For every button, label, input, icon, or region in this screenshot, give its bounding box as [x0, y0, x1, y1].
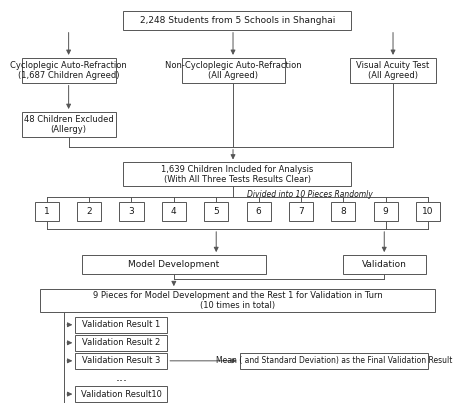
Text: Model Development: Model Development	[128, 260, 219, 269]
Text: 4: 4	[171, 207, 177, 216]
Text: 1,639 Children Included for Analysis
(With All Three Tests Results Clear): 1,639 Children Included for Analysis (Wi…	[161, 165, 314, 184]
Text: Non-Cycloplegic Auto-Refraction
(All Agreed): Non-Cycloplegic Auto-Refraction (All Agr…	[164, 60, 301, 80]
FancyBboxPatch shape	[182, 58, 284, 83]
Text: Validation Result 2: Validation Result 2	[82, 338, 160, 347]
Text: Cycloplegic Auto-Refraction
(1,687 Children Agreed): Cycloplegic Auto-Refraction (1,687 Child…	[10, 60, 127, 80]
Text: Validation: Validation	[362, 260, 407, 269]
Text: 1: 1	[44, 207, 50, 216]
FancyBboxPatch shape	[123, 162, 351, 186]
FancyBboxPatch shape	[35, 202, 59, 221]
FancyBboxPatch shape	[374, 202, 398, 221]
Text: Validation Result 3: Validation Result 3	[82, 356, 160, 365]
FancyBboxPatch shape	[204, 202, 228, 221]
FancyBboxPatch shape	[123, 11, 351, 30]
Text: Mean ( and Standard Deviation) as the Final Validation Result: Mean ( and Standard Deviation) as the Fi…	[216, 356, 452, 365]
FancyBboxPatch shape	[246, 202, 271, 221]
Text: 2,248 Students from 5 Schools in Shanghai: 2,248 Students from 5 Schools in Shangha…	[140, 16, 335, 25]
FancyBboxPatch shape	[82, 255, 266, 274]
Text: 7: 7	[298, 207, 304, 216]
FancyBboxPatch shape	[77, 202, 101, 221]
Text: 9: 9	[383, 207, 389, 216]
Text: 48 Children Excluded
(Allergy): 48 Children Excluded (Allergy)	[24, 115, 113, 134]
Text: 5: 5	[213, 207, 219, 216]
FancyBboxPatch shape	[162, 202, 186, 221]
Text: Visual Acuity Test
(All Agreed): Visual Acuity Test (All Agreed)	[356, 60, 429, 80]
FancyBboxPatch shape	[75, 353, 167, 369]
Text: 10: 10	[422, 207, 434, 216]
FancyBboxPatch shape	[75, 386, 167, 402]
Text: Divided into 10 Pieces Randomly: Divided into 10 Pieces Randomly	[247, 190, 373, 199]
Text: 2: 2	[86, 207, 92, 216]
FancyBboxPatch shape	[331, 202, 356, 221]
Text: Validation Result10: Validation Result10	[81, 390, 162, 399]
FancyBboxPatch shape	[416, 202, 440, 221]
Text: ...: ...	[115, 371, 127, 384]
Text: Validation Result 1: Validation Result 1	[82, 320, 160, 329]
FancyBboxPatch shape	[21, 112, 116, 137]
FancyBboxPatch shape	[75, 335, 167, 351]
FancyBboxPatch shape	[343, 255, 426, 274]
FancyBboxPatch shape	[119, 202, 144, 221]
Text: 8: 8	[340, 207, 346, 216]
Text: 6: 6	[255, 207, 262, 216]
Text: 9 Pieces for Model Development and the Rest 1 for Validation in Turn
(10 times i: 9 Pieces for Model Development and the R…	[92, 291, 382, 310]
FancyBboxPatch shape	[289, 202, 313, 221]
FancyBboxPatch shape	[350, 58, 436, 83]
Text: 3: 3	[128, 207, 134, 216]
FancyBboxPatch shape	[21, 58, 116, 83]
FancyBboxPatch shape	[239, 353, 428, 369]
FancyBboxPatch shape	[75, 317, 167, 333]
FancyBboxPatch shape	[40, 289, 435, 312]
